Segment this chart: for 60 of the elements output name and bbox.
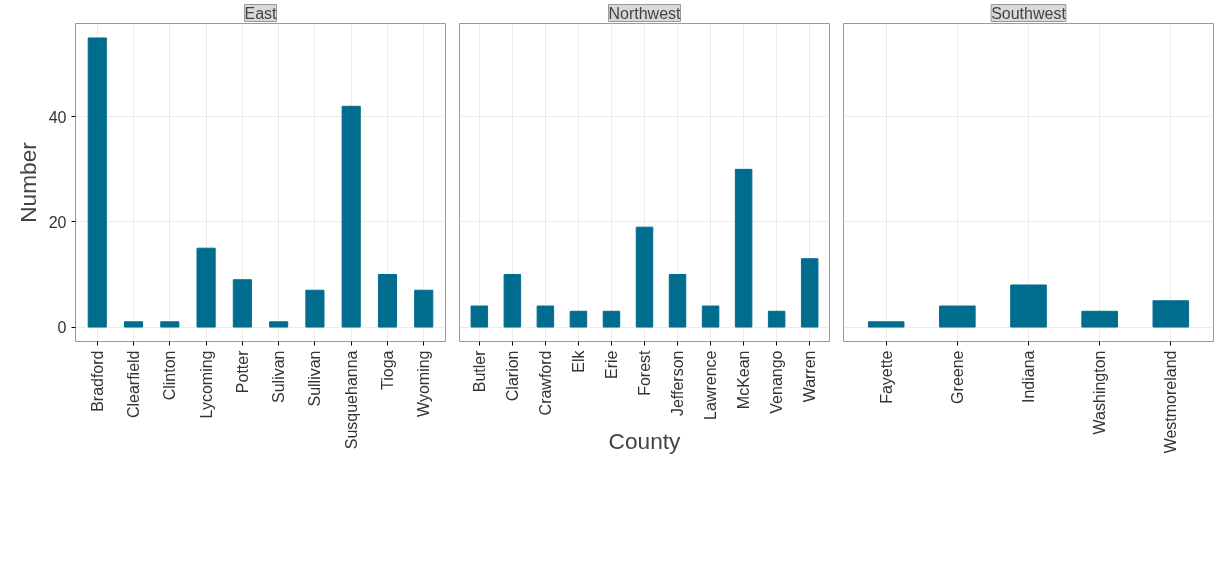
bar	[668, 273, 687, 328]
bar	[377, 273, 398, 328]
bar	[414, 289, 434, 328]
x-tick-label: Clinton	[161, 350, 179, 401]
x-tick-label: Wyoming	[415, 350, 433, 418]
bar	[269, 321, 289, 328]
chart-title: East	[244, 4, 278, 22]
bar	[602, 310, 621, 328]
x-tick-label: Fayette	[877, 350, 895, 404]
x-tick-label: Clarion	[503, 350, 521, 402]
bar	[1010, 284, 1047, 328]
x-tick-label: Lawrence	[702, 350, 720, 420]
x-axis-title: County	[608, 427, 682, 454]
x-tick-label: Forest	[636, 349, 653, 396]
x-tick-label: Greene	[948, 350, 966, 404]
x-tick-label: Sullivan	[306, 350, 324, 407]
x-tick-label: Susquehanna	[342, 350, 360, 450]
bar	[196, 247, 216, 328]
chart-title: Southwest	[991, 4, 1067, 22]
x-tick-label: Potter	[233, 349, 251, 394]
y-tick-label: 0	[57, 319, 67, 337]
bar	[1152, 300, 1190, 328]
x-tick-label: McKean	[735, 350, 753, 410]
x-tick-label: Warren	[801, 350, 819, 403]
y-tick-label: 40	[48, 108, 67, 126]
x-tick-label: Washington	[1091, 350, 1109, 435]
bar	[341, 105, 361, 328]
x-tick-label: Crawford	[536, 350, 554, 416]
bar	[1081, 310, 1118, 328]
x-tick-label: Butler	[470, 349, 488, 393]
bar	[734, 168, 753, 328]
x-tick-label: Sulivan	[270, 350, 288, 403]
chart-title: Northwest	[608, 4, 682, 22]
bar	[123, 321, 144, 328]
bar	[569, 310, 588, 328]
bar	[536, 305, 555, 328]
bar	[470, 305, 489, 328]
x-tick-label: Elk	[569, 349, 587, 373]
x-tick-label: Westmoreland	[1162, 350, 1180, 454]
x-tick-label: Indiana	[1020, 350, 1037, 403]
bar	[635, 226, 654, 328]
x-tick-label: Lycoming	[197, 350, 215, 419]
bar	[939, 305, 976, 328]
bar	[867, 321, 905, 328]
bar	[232, 279, 252, 328]
x-tick-label: Venango	[768, 350, 786, 414]
bar	[503, 273, 522, 328]
x-tick-label: Tioga	[378, 350, 396, 390]
x-tick-label: Jefferson	[669, 350, 687, 417]
y-tick-label: 20	[48, 213, 67, 231]
bar	[87, 37, 107, 328]
bar	[160, 321, 180, 328]
bar	[800, 258, 819, 328]
bar	[767, 310, 786, 328]
x-tick-label: Erie	[602, 350, 620, 379]
x-tick-label: Bradford	[88, 350, 106, 412]
bar	[701, 305, 720, 328]
bar	[305, 289, 325, 328]
y-axis-title: Number	[14, 141, 41, 223]
x-tick-label: Clearfield	[125, 350, 143, 419]
